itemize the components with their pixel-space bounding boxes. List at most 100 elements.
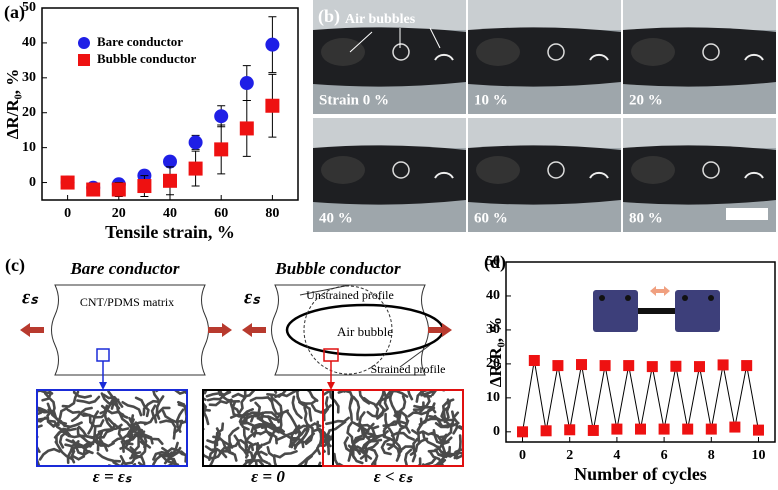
- fiber: [228, 426, 240, 449]
- fiber: [88, 414, 105, 428]
- y-axis-label: ΔR/R₀, %: [486, 317, 505, 388]
- point: [188, 135, 203, 150]
- fiber: [96, 451, 122, 463]
- fiber: [420, 390, 446, 397]
- fiber: [161, 409, 184, 424]
- fiber: [362, 427, 376, 450]
- strain-state: ε = εₛ: [93, 467, 132, 486]
- fiber: [168, 450, 187, 463]
- fiber: [260, 425, 285, 433]
- strain-label: 60 %: [474, 210, 508, 226]
- fiber: [249, 396, 274, 404]
- fiber: [436, 445, 460, 459]
- fiber: [416, 417, 438, 432]
- point: [265, 98, 280, 113]
- fiber: [352, 421, 371, 441]
- fiber: [303, 406, 309, 433]
- fiber: [203, 408, 211, 412]
- fiber: [272, 450, 298, 459]
- fiber: [229, 399, 247, 420]
- fiber: [102, 393, 124, 408]
- y-tick-label: 50: [486, 254, 500, 269]
- y-tick-label: 50: [22, 0, 36, 15]
- fiber: [381, 390, 389, 410]
- bubble: [434, 53, 454, 61]
- fiber: [291, 395, 303, 420]
- fiber: [203, 401, 210, 426]
- point: [705, 423, 717, 435]
- fiber: [130, 433, 140, 458]
- fiber: [411, 437, 419, 463]
- x-tick-label: 4: [613, 448, 620, 463]
- fiber: [411, 429, 436, 436]
- fiber: [92, 426, 100, 452]
- y-tick-label: 40: [22, 35, 36, 50]
- strain-label: Strain 0 %: [319, 92, 389, 108]
- y-tick-label: 20: [22, 105, 36, 120]
- x-tick-label: 10: [751, 448, 765, 463]
- fiber: [151, 390, 160, 401]
- x-tick-label: 2: [566, 448, 573, 463]
- x-tick-label: 40: [163, 206, 177, 221]
- fiber: [37, 406, 48, 413]
- point: [86, 182, 101, 197]
- point: [528, 354, 540, 366]
- point: [693, 361, 705, 373]
- fiber: [366, 407, 389, 419]
- x-axis-label: Number of cycles: [574, 464, 707, 484]
- fiber: [134, 396, 150, 418]
- fiber: [37, 407, 52, 414]
- fiber: [245, 442, 263, 459]
- fiber: [222, 440, 238, 462]
- scale-bar: [726, 208, 768, 220]
- fiber: [395, 419, 410, 442]
- point: [752, 424, 764, 436]
- photo-top: [468, 118, 621, 148]
- bubble: [589, 53, 609, 61]
- fiber: [66, 408, 91, 418]
- fiber: [121, 433, 138, 453]
- fiber: [413, 394, 431, 409]
- fiber: [388, 392, 398, 418]
- strain-label: 40 %: [319, 210, 353, 226]
- bare-title: Bare conductor: [69, 259, 179, 278]
- fiber: [364, 430, 389, 438]
- fiber: [113, 397, 129, 419]
- bubble: [476, 156, 520, 184]
- strained-label: Strained profile: [371, 362, 446, 376]
- strain-label: 20 %: [629, 92, 663, 108]
- fiber: [451, 410, 459, 435]
- fiber: [46, 402, 63, 425]
- fiber: [165, 447, 187, 457]
- fiber: [453, 434, 462, 460]
- fiber: [359, 441, 379, 460]
- fiber: [142, 399, 161, 416]
- strain-label: 80 %: [629, 210, 663, 226]
- bubble: [321, 156, 365, 184]
- fiber: [305, 390, 319, 402]
- texture: [323, 390, 463, 466]
- fiber: [37, 424, 43, 429]
- x-tick-label: 0: [519, 448, 526, 463]
- fiber: [259, 429, 278, 445]
- strain-state: ε < εₛ: [374, 467, 413, 486]
- air-bubble-label: Air bubble: [337, 324, 393, 339]
- fiber: [53, 427, 77, 439]
- fiber: [64, 443, 76, 464]
- fiber: [112, 461, 137, 466]
- panel-label: (c): [5, 255, 25, 276]
- fiber: [293, 427, 310, 450]
- fiber: [439, 421, 453, 439]
- fiber: [231, 390, 255, 398]
- bubble: [744, 171, 764, 179]
- fiber: [203, 402, 206, 408]
- point: [111, 182, 126, 197]
- point: [564, 424, 576, 436]
- fiber: [348, 395, 354, 422]
- fiber: [203, 390, 208, 395]
- legend-label: Bare conductor: [97, 34, 183, 49]
- fiber: [37, 458, 41, 466]
- photo-panel: Strain 0 % 10 % 20 % 40 % 60 % 80 % (b) Air bub…: [313, 0, 776, 232]
- annotation: Air bubbles: [345, 12, 416, 27]
